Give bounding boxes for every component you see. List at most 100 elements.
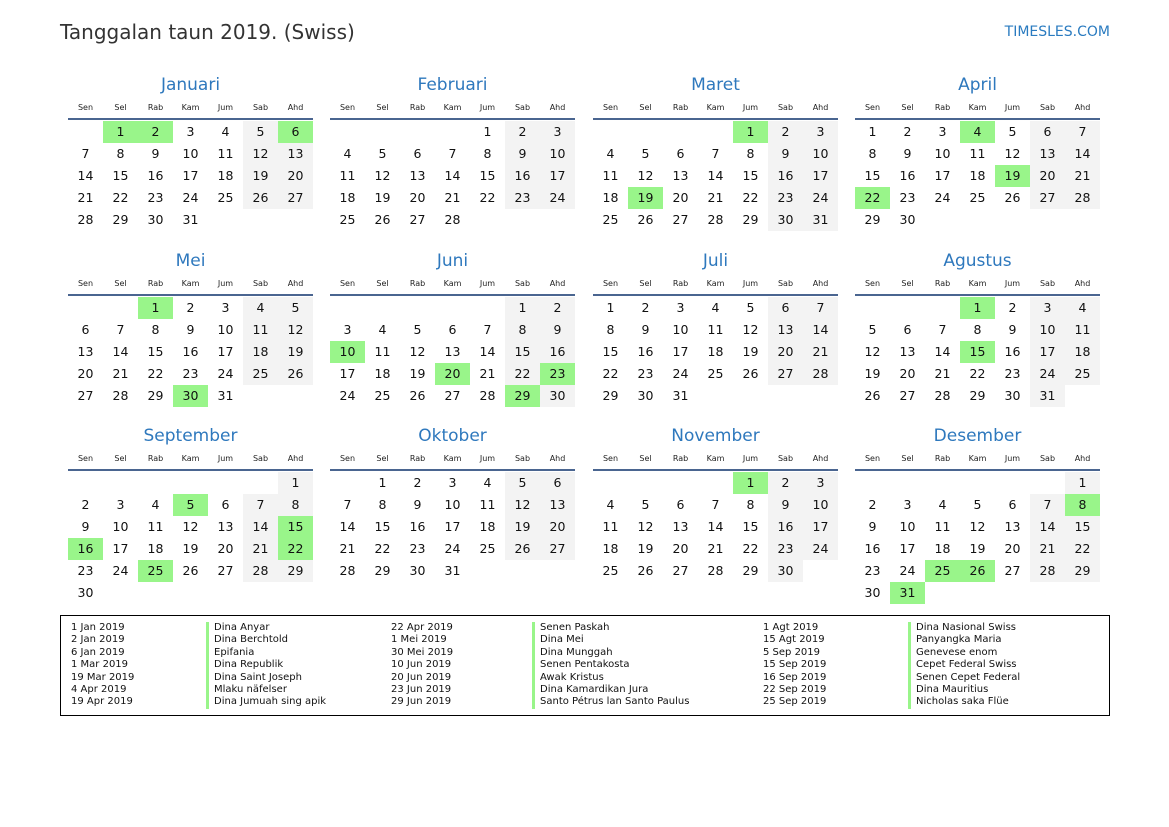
holiday-day[interactable]: 30 [173, 385, 208, 407]
day[interactable]: 11 [969, 146, 986, 161]
day[interactable]: 11 [339, 168, 356, 183]
day[interactable]: 5 [973, 497, 982, 512]
day[interactable]: 4 [711, 300, 720, 315]
day[interactable]: 28 [479, 388, 496, 403]
day[interactable]: 4 [221, 124, 230, 139]
day[interactable]: 25 [374, 388, 391, 403]
day[interactable]: 30 [409, 563, 426, 578]
day[interactable]: 8 [278, 494, 313, 516]
day[interactable]: 25 [479, 541, 496, 556]
day[interactable]: 30 [864, 585, 881, 600]
day[interactable]: 29 [969, 388, 986, 403]
day[interactable]: 17 [1030, 341, 1065, 363]
day[interactable]: 21 [803, 341, 838, 363]
day[interactable]: 10 [803, 143, 838, 165]
day[interactable]: 24 [803, 187, 838, 209]
day[interactable]: 16 [147, 168, 164, 183]
day[interactable]: 15 [742, 168, 759, 183]
day[interactable]: 14 [1065, 143, 1100, 165]
day[interactable]: 13 [444, 344, 461, 359]
day[interactable]: 30 [1004, 388, 1021, 403]
day[interactable]: 29 [374, 563, 391, 578]
day[interactable]: 18 [1065, 341, 1100, 363]
day[interactable]: 12 [182, 519, 199, 534]
holiday-day[interactable]: 5 [173, 494, 208, 516]
day[interactable]: 20 [217, 541, 234, 556]
holiday-day[interactable]: 15 [960, 341, 995, 363]
holiday-day[interactable]: 20 [435, 363, 470, 385]
day[interactable]: 22 [479, 190, 496, 205]
day[interactable]: 28 [1030, 560, 1065, 582]
day[interactable]: 4 [606, 497, 615, 512]
day[interactable]: 28 [707, 563, 724, 578]
day[interactable]: 3 [186, 124, 195, 139]
day[interactable]: 27 [540, 538, 575, 560]
day[interactable]: 19 [278, 341, 313, 363]
day[interactable]: 13 [672, 168, 689, 183]
day[interactable]: 22 [742, 190, 759, 205]
day[interactable]: 5 [746, 300, 755, 315]
day[interactable]: 20 [899, 366, 916, 381]
day[interactable]: 24 [112, 563, 129, 578]
holiday-day[interactable]: 1 [733, 121, 768, 143]
day[interactable]: 23 [864, 563, 881, 578]
day[interactable]: 10 [444, 497, 461, 512]
day[interactable]: 27 [672, 563, 689, 578]
day[interactable]: 5 [378, 146, 387, 161]
day[interactable]: 12 [374, 168, 391, 183]
holiday-day[interactable]: 25 [925, 560, 960, 582]
day[interactable]: 26 [742, 366, 759, 381]
day[interactable]: 24 [899, 563, 916, 578]
day[interactable]: 28 [803, 363, 838, 385]
day[interactable]: 6 [540, 472, 575, 494]
day[interactable]: 8 [606, 322, 615, 337]
day[interactable]: 1 [378, 475, 387, 490]
day[interactable]: 14 [803, 319, 838, 341]
day[interactable]: 24 [444, 541, 461, 556]
day[interactable]: 20 [672, 190, 689, 205]
day[interactable]: 6 [676, 497, 685, 512]
day[interactable]: 2 [903, 124, 912, 139]
holiday-day[interactable]: 4 [960, 121, 995, 143]
day[interactable]: 14 [707, 519, 724, 534]
day[interactable]: 28 [339, 563, 356, 578]
day[interactable]: 27 [1030, 187, 1065, 209]
day[interactable]: 29 [742, 212, 759, 227]
day[interactable]: 27 [217, 563, 234, 578]
day[interactable]: 2 [768, 121, 803, 143]
day[interactable]: 5 [243, 121, 278, 143]
day[interactable]: 17 [934, 168, 951, 183]
holiday-day[interactable]: 19 [995, 165, 1030, 187]
day[interactable]: 19 [742, 344, 759, 359]
day[interactable]: 21 [1030, 538, 1065, 560]
holiday-day[interactable]: 16 [68, 538, 103, 560]
day[interactable]: 3 [448, 475, 457, 490]
day[interactable]: 11 [1065, 319, 1100, 341]
day[interactable]: 13 [899, 344, 916, 359]
holiday-day[interactable]: 1 [733, 472, 768, 494]
day[interactable]: 8 [116, 146, 125, 161]
day[interactable]: 23 [182, 366, 199, 381]
day[interactable]: 13 [409, 168, 426, 183]
day[interactable]: 13 [540, 494, 575, 516]
day[interactable]: 16 [505, 165, 540, 187]
day[interactable]: 7 [803, 297, 838, 319]
day[interactable]: 6 [413, 146, 422, 161]
day[interactable]: 8 [505, 319, 540, 341]
day[interactable]: 30 [77, 585, 94, 600]
day[interactable]: 14 [934, 344, 951, 359]
day[interactable]: 10 [899, 519, 916, 534]
day[interactable]: 20 [768, 341, 803, 363]
day[interactable]: 11 [243, 319, 278, 341]
day[interactable]: 1 [483, 124, 492, 139]
day[interactable]: 28 [444, 212, 461, 227]
day[interactable]: 17 [672, 344, 689, 359]
day[interactable]: 23 [77, 563, 94, 578]
day[interactable]: 4 [378, 322, 387, 337]
day[interactable]: 15 [1065, 516, 1100, 538]
day[interactable]: 24 [934, 190, 951, 205]
holiday-day[interactable]: 31 [890, 582, 925, 604]
day[interactable]: 12 [1004, 146, 1021, 161]
day[interactable]: 8 [746, 497, 755, 512]
day[interactable]: 10 [672, 322, 689, 337]
